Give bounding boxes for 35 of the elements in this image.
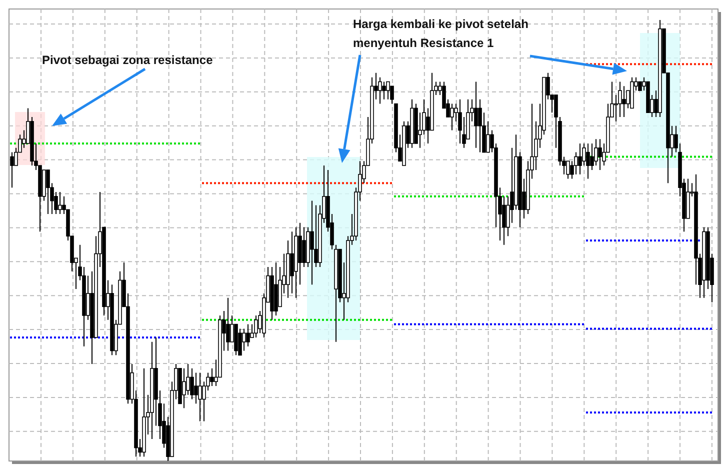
candlestick xyxy=(198,372,202,422)
candlestick xyxy=(598,138,602,170)
annotation: Harga kembali ke pivot setelah menyentuh Resistance 1 xyxy=(353,17,528,50)
candlestick xyxy=(58,191,62,215)
candlestick xyxy=(10,152,14,188)
candlestick xyxy=(302,226,306,268)
candlestick xyxy=(226,297,230,352)
candlestick xyxy=(618,81,622,118)
candlestick xyxy=(378,76,382,104)
candlestick xyxy=(190,368,194,400)
candlestick xyxy=(578,142,582,175)
candlestick xyxy=(238,328,242,356)
candlestick xyxy=(246,324,250,347)
candlestick xyxy=(254,314,258,338)
candlestick xyxy=(622,86,626,118)
candlestick xyxy=(386,81,390,100)
candlestick xyxy=(290,231,294,294)
candlestick xyxy=(242,328,246,352)
candlestick xyxy=(310,200,314,286)
candlestick xyxy=(486,120,490,153)
annotation: Pivot sebagai zona resistance xyxy=(42,53,214,67)
candlestick xyxy=(574,152,578,175)
candlestick xyxy=(458,98,462,144)
candlestick xyxy=(586,142,590,180)
candlestick xyxy=(382,81,386,100)
candlestick xyxy=(194,372,198,404)
candlestick xyxy=(590,142,594,170)
candlestick xyxy=(478,98,482,153)
candlestick xyxy=(210,368,214,387)
candlestick xyxy=(182,368,186,409)
candlestick xyxy=(594,138,598,166)
candlestick xyxy=(46,169,50,215)
candlestick xyxy=(474,81,478,148)
candlestick xyxy=(566,160,570,180)
candlestick xyxy=(450,103,454,131)
